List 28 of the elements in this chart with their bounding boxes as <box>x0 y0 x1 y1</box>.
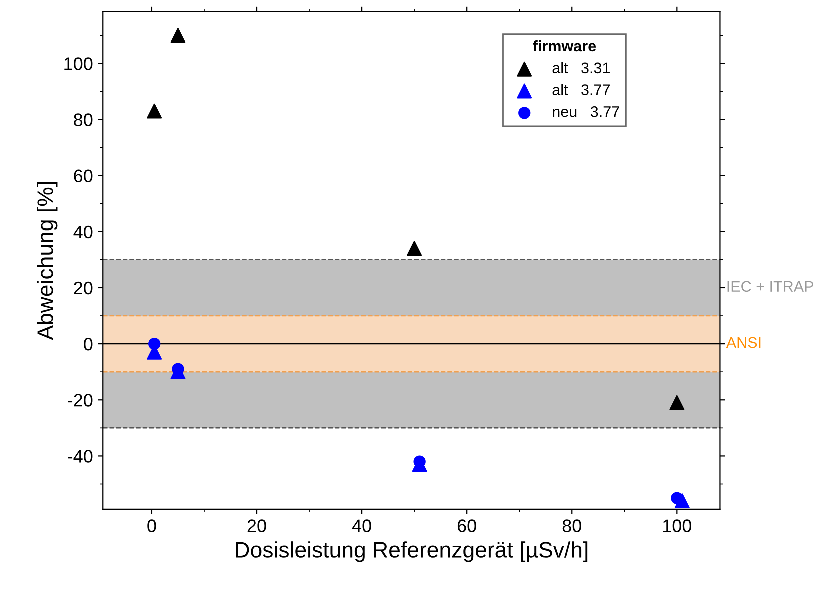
y-tick-label: 100 <box>64 58 93 70</box>
y-tick-label: -40 <box>68 450 93 463</box>
y-tick-label: 40 <box>74 226 93 239</box>
y-tick-label: 0 <box>84 338 93 351</box>
x-tick-label: 60 <box>458 520 476 532</box>
point <box>147 104 162 119</box>
legend-label: neu 3.77 <box>553 106 620 118</box>
y-axis-title: Abweichung [%] <box>37 182 58 340</box>
legend-label: alt 3.31 <box>552 62 610 74</box>
point <box>670 395 685 410</box>
y-tick-label: 20 <box>74 282 93 295</box>
point <box>407 241 422 256</box>
x-tick-label: 100 <box>663 520 692 532</box>
x-tick-label: 80 <box>562 520 582 532</box>
legend-label: alt 3.77 <box>552 84 610 96</box>
x-tick-label: 0 <box>148 520 156 532</box>
band-label: IEC + ITRAP <box>728 281 814 292</box>
x-tick-label: 20 <box>248 520 266 532</box>
point <box>671 492 684 504</box>
y-tick-label: 60 <box>74 170 93 183</box>
legend-title: firmware <box>533 40 596 52</box>
y-tick-label: 80 <box>74 114 93 126</box>
point <box>170 28 186 44</box>
band-label: ANSI <box>726 337 761 348</box>
x-tick-label: 40 <box>352 520 372 532</box>
x-axis-title: Dosisleistung Referenzgerät [µSv/h] <box>236 542 588 562</box>
point <box>148 338 161 350</box>
y-tick-label: -20 <box>68 394 93 407</box>
